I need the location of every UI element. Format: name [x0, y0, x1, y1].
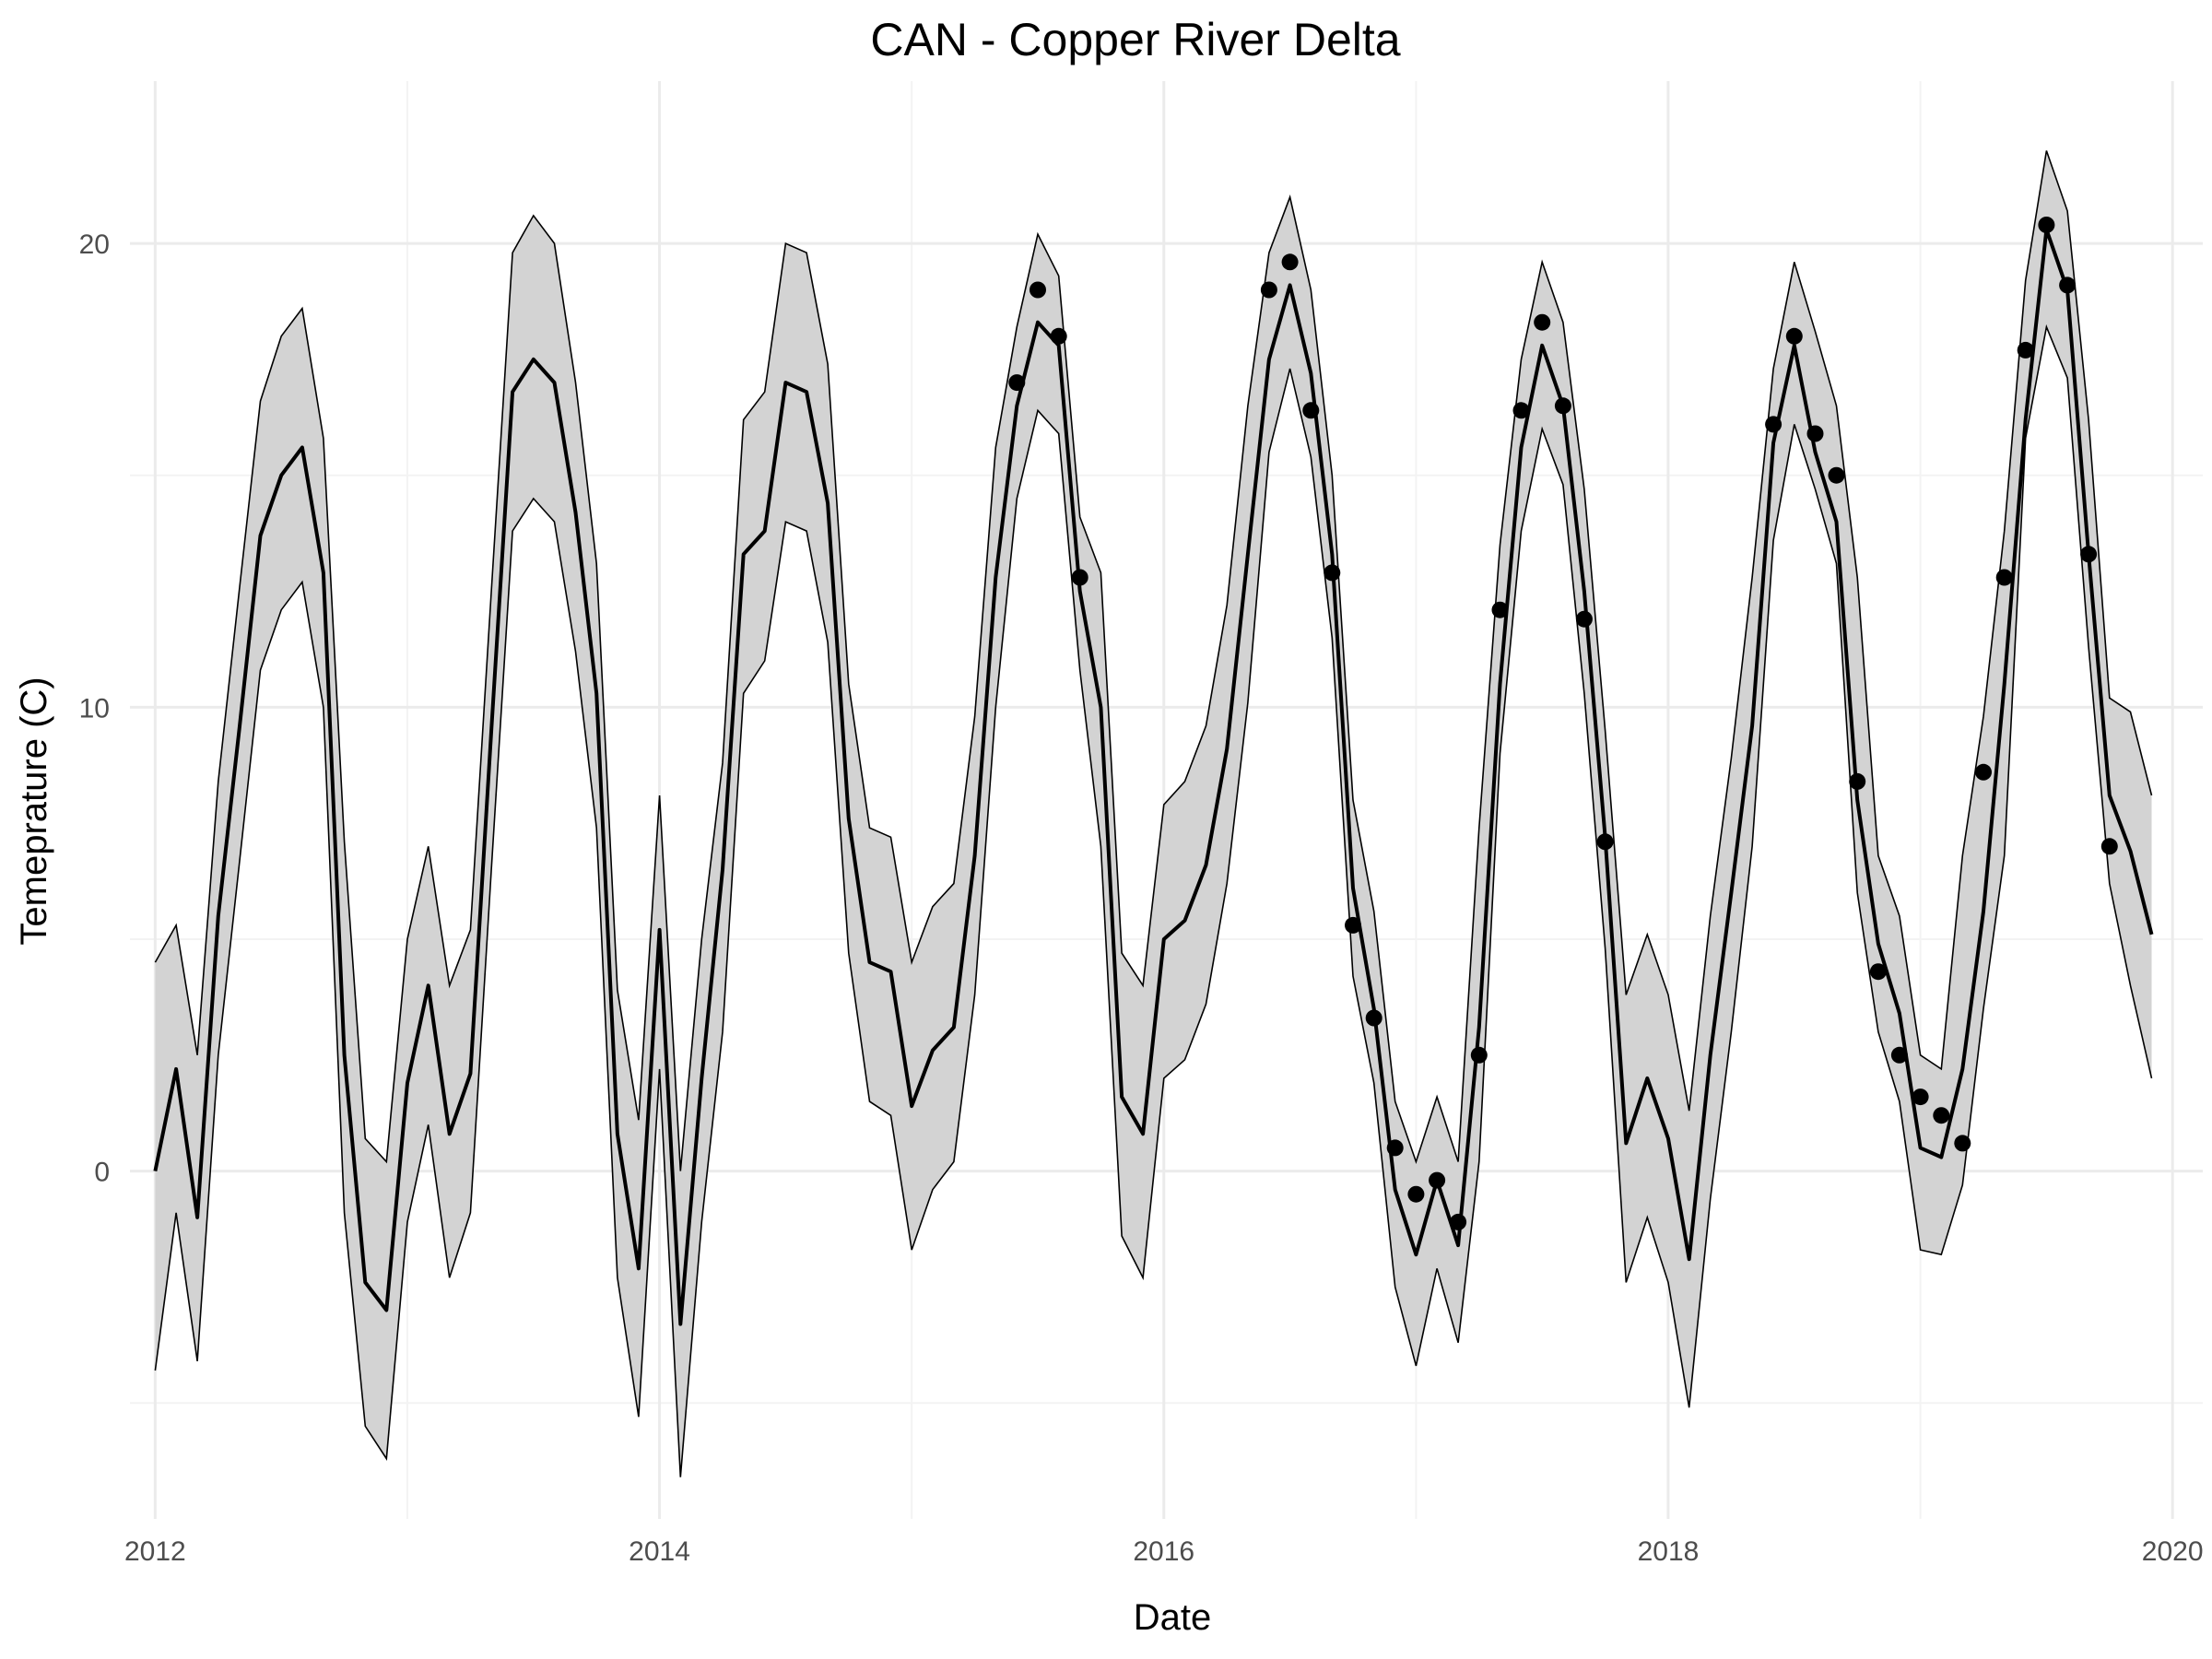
y-axis-title: Temeprature (C): [14, 677, 54, 945]
observation-point: [1554, 397, 1571, 415]
observation-point: [1828, 466, 1845, 484]
x-tick-label: 2020: [2142, 1536, 2204, 1567]
chart-title: CAN - Copper River Delta: [870, 14, 1400, 65]
observation-point: [1890, 1046, 1908, 1064]
x-tick-label: 2012: [124, 1536, 186, 1567]
observation-point: [1933, 1107, 1950, 1124]
observation-point: [1869, 963, 1887, 981]
observation-point: [1324, 564, 1341, 582]
fitted-line: [153, 228, 2154, 1326]
observation-point: [2017, 341, 2034, 359]
observation-point: [1407, 1185, 1425, 1203]
observation-point: [1345, 916, 1361, 934]
observation-point: [1912, 1088, 1929, 1106]
observation-point: [1975, 763, 1992, 781]
observation-point: [1302, 402, 1320, 419]
observation-point: [1534, 313, 1551, 331]
observation-point: [1050, 327, 1067, 345]
observation-point: [2080, 546, 2098, 563]
observation-point: [1470, 1046, 1488, 1064]
observation-point: [1765, 416, 1783, 433]
observation-point: [1491, 601, 1509, 618]
observation-point: [1260, 281, 1277, 299]
observation-point: [1281, 253, 1299, 271]
observation-point: [1806, 425, 1824, 442]
observation-point: [1008, 374, 1026, 392]
observation-point: [1849, 772, 1866, 790]
observation-point: [1596, 833, 1614, 851]
observation-point: [1575, 610, 1593, 628]
ribbon-upper-edge: [154, 150, 2153, 1171]
x-axis-title: Date: [1134, 1597, 1212, 1638]
x-tick-label: 2016: [1133, 1536, 1194, 1567]
observation-point: [1450, 1213, 1467, 1230]
y-tick-label: 10: [79, 693, 110, 724]
tick-labels: 2012 2014 2016 2018 2020 0 10 20: [79, 229, 2204, 1567]
observations: [1008, 217, 2118, 1230]
observation-point: [1995, 569, 2013, 586]
observation-point: [1512, 402, 1530, 419]
observation-point: [2059, 276, 2077, 294]
confidence-band: [154, 150, 2153, 1477]
x-tick-label: 2014: [629, 1536, 690, 1567]
observation-point: [1071, 569, 1088, 586]
x-tick-label: 2018: [1638, 1536, 1700, 1567]
observation-point: [2038, 217, 2055, 233]
fitted-series-line: [153, 228, 2154, 1326]
y-tick-label: 20: [79, 229, 110, 260]
observation-point: [1429, 1171, 1446, 1189]
observation-point: [1954, 1135, 1971, 1152]
grid: [130, 81, 2203, 1519]
observation-point: [2100, 838, 2118, 855]
observation-point: [1386, 1139, 1404, 1157]
observation-point: [1365, 1009, 1382, 1027]
ribbon-lower-edge: [154, 324, 2153, 1477]
observation-point: [1030, 281, 1046, 299]
observation-point: [1785, 327, 1803, 345]
y-tick-label: 0: [94, 1158, 110, 1188]
